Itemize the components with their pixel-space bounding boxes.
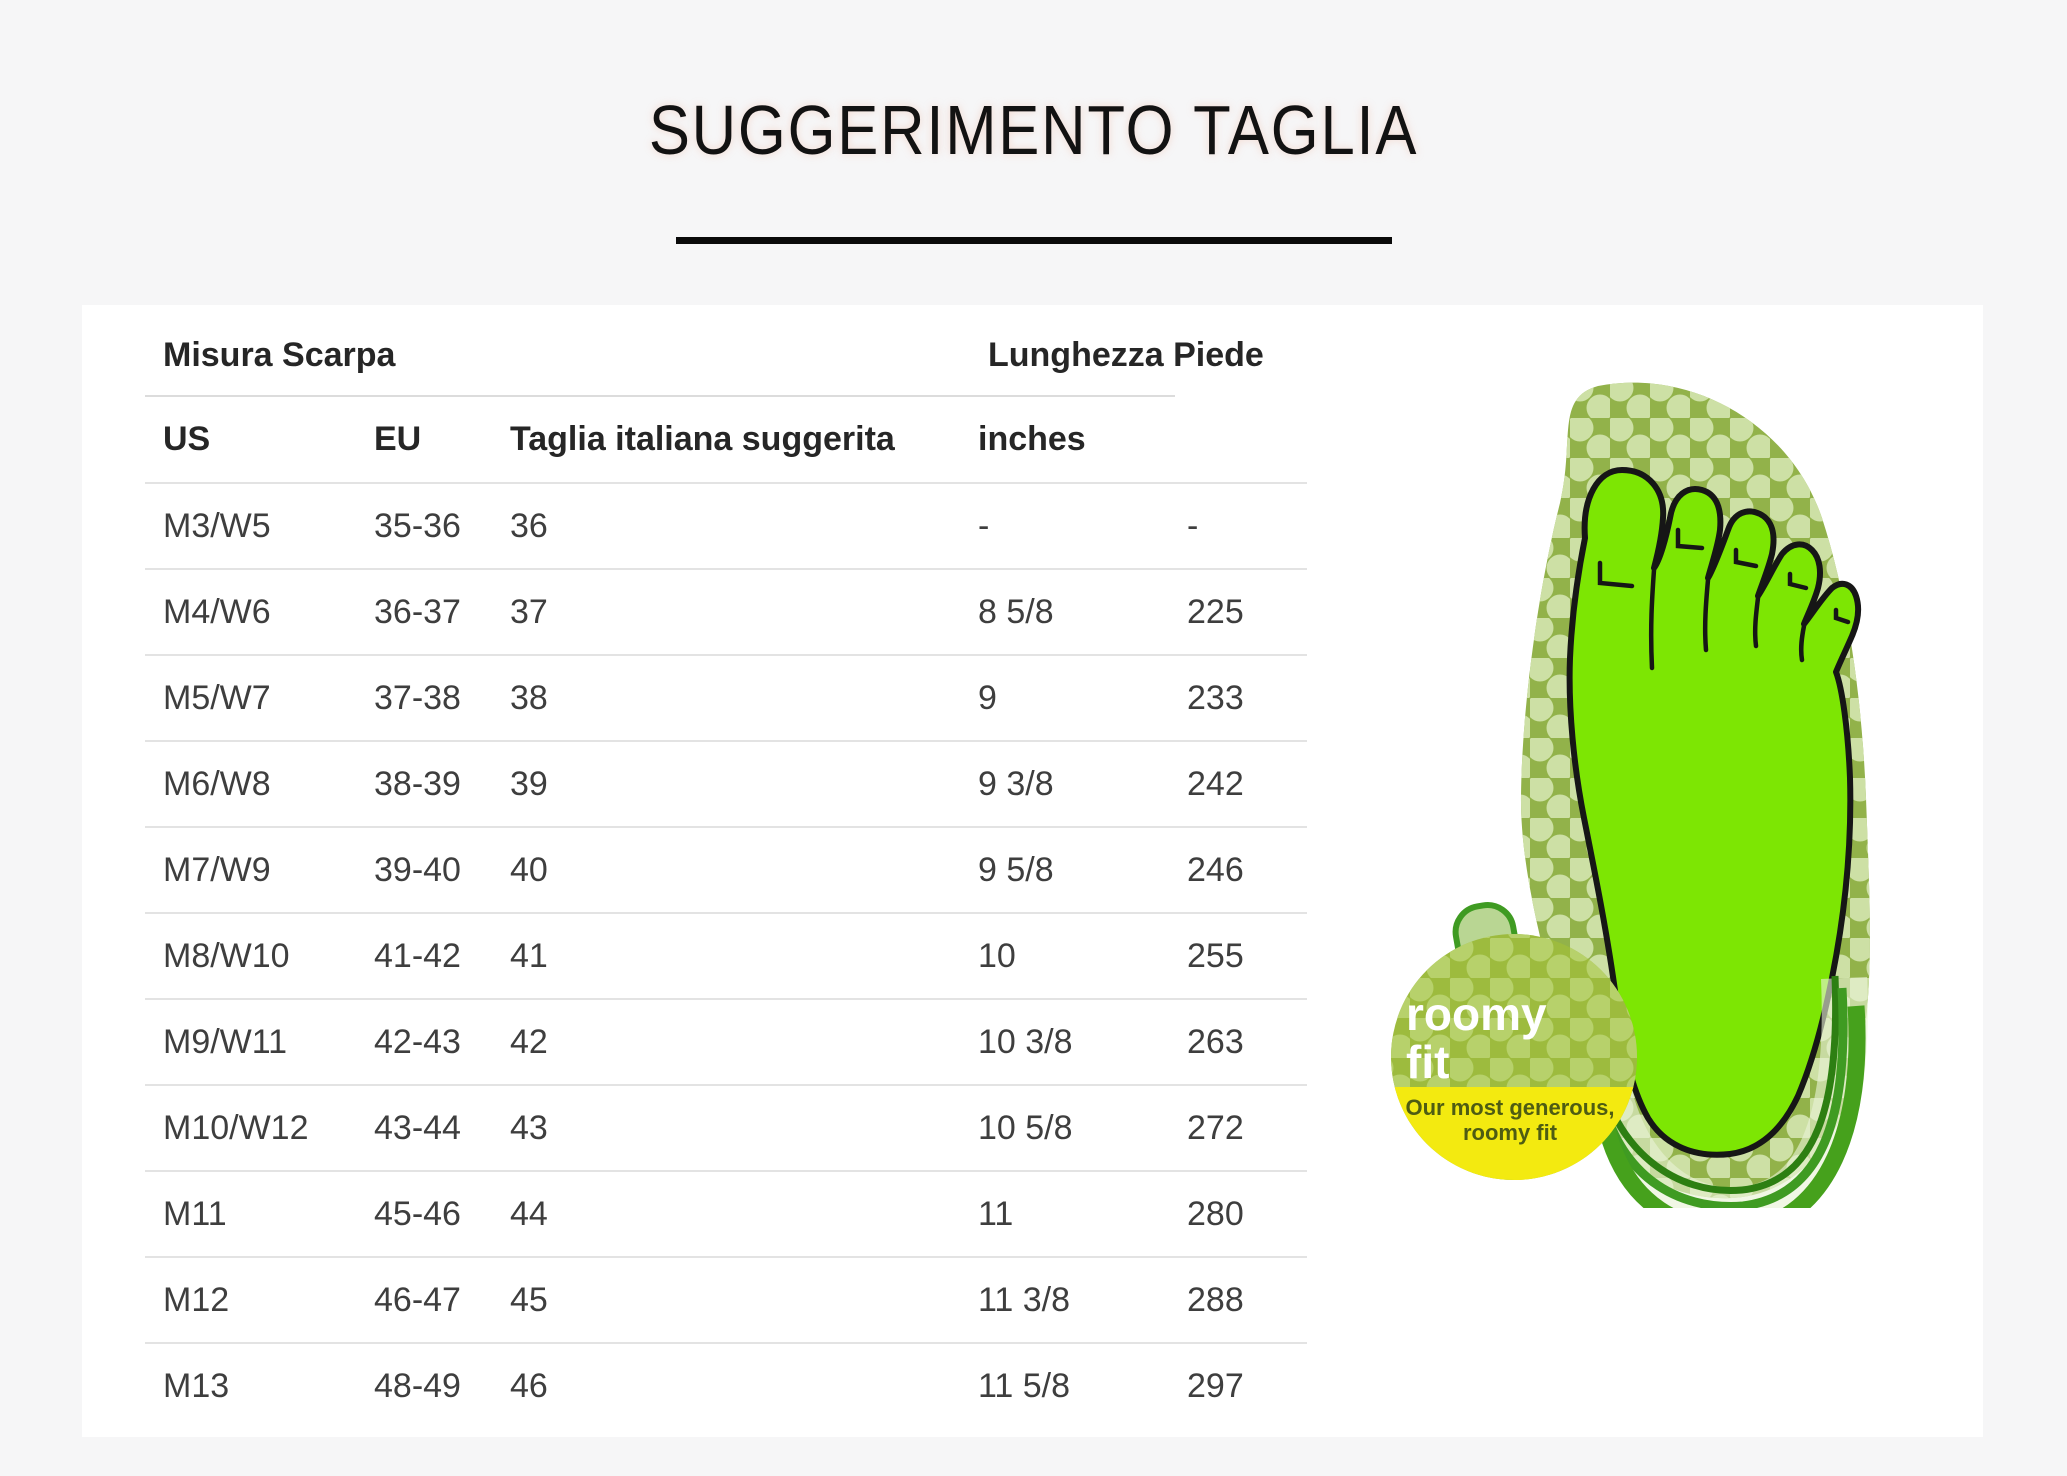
cell-italian-size: 38 — [510, 678, 548, 717]
cell-italian-size: 46 — [510, 1366, 548, 1405]
table-group-header-row: Misura Scarpa Lunghezza Piede — [145, 305, 1307, 395]
cell-us: M7/W9 — [163, 850, 271, 889]
cell-eu: 36-37 — [374, 592, 461, 631]
strap-edge-upper — [1594, 975, 1840, 1195]
cell-mm: 280 — [1187, 1194, 1244, 1233]
page-title: SUGGERIMENTO TAGLIA — [648, 91, 1419, 169]
cell-eu: 42-43 — [374, 1022, 461, 1061]
cell-mm: 255 — [1187, 936, 1244, 975]
table-row: M6/W8 38-39 39 9 3/8 242 — [145, 742, 1307, 828]
cell-us: M3/W5 — [163, 506, 271, 545]
column-header-inches: inches — [978, 420, 1086, 458]
title-underline — [676, 237, 1392, 244]
cell-eu: 41-42 — [374, 936, 461, 975]
group-header-shoe-size: Misura Scarpa — [163, 336, 396, 374]
cell-italian-size: 45 — [510, 1280, 548, 1319]
cell-mm: 288 — [1187, 1280, 1244, 1319]
cell-eu: 38-39 — [374, 764, 461, 803]
roomy-fit-illustration: roomy fit Our most generous, roomy fit — [1370, 378, 1990, 1208]
cell-italian-size: 41 — [510, 936, 548, 975]
cell-inches: 9 5/8 — [978, 850, 1054, 889]
strap-rim-bottom — [1597, 1005, 1866, 1208]
table-row: M11 45-46 44 11 280 — [145, 1172, 1307, 1258]
badge-title-line2: fit — [1406, 1036, 1449, 1088]
cell-inches: 11 — [978, 1194, 1014, 1233]
cell-mm: 233 — [1187, 678, 1244, 717]
cell-inches: 9 — [978, 678, 997, 717]
cell-mm: 272 — [1187, 1108, 1244, 1147]
cell-us: M12 — [163, 1280, 230, 1319]
size-chart-panel: Misura Scarpa Lunghezza Piede US EU Tagl… — [82, 305, 1983, 1437]
cell-italian-size: 42 — [510, 1022, 548, 1061]
cell-eu: 37-38 — [374, 678, 461, 717]
strap-edge-middle — [1595, 987, 1848, 1208]
cell-inches: 9 3/8 — [978, 764, 1054, 803]
cell-inches: 10 — [978, 936, 1016, 975]
cell-italian-size: 37 — [510, 592, 548, 631]
cell-inches: 10 3/8 — [978, 1022, 1073, 1061]
column-header-eu: EU — [374, 420, 422, 458]
cell-eu: 35-36 — [374, 506, 461, 545]
cell-italian-size: 36 — [510, 506, 548, 545]
cell-inches: 11 3/8 — [978, 1280, 1071, 1319]
cell-inches: 8 5/8 — [978, 592, 1054, 631]
group-header-divider — [145, 395, 1175, 397]
cell-mm: 225 — [1187, 592, 1244, 631]
group-header-foot-length: Lunghezza Piede — [988, 336, 1264, 374]
cell-mm: 242 — [1187, 764, 1244, 803]
cell-us: M13 — [163, 1366, 230, 1405]
table-row: M10/W12 43-44 43 10 5/8 272 — [145, 1086, 1307, 1172]
table-row: M13 48-49 46 11 5/8 297 — [145, 1344, 1307, 1428]
cell-italian-size: 44 — [510, 1194, 548, 1233]
badge-subtext-line1: Our most generous, — [1405, 1095, 1614, 1120]
table-row: M4/W6 36-37 37 8 5/8 225 — [145, 570, 1307, 656]
cell-mm: 263 — [1187, 1022, 1244, 1061]
table-row: M9/W11 42-43 42 10 3/8 263 — [145, 1000, 1307, 1086]
table-row: M3/W5 35-36 36 - - — [145, 484, 1307, 570]
cell-inches: 11 5/8 — [978, 1366, 1071, 1405]
table-body: M3/W5 35-36 36 - - M4/W6 36-37 37 8 5/8 225 M5/W7 3… — [145, 484, 1307, 1428]
cell-us: M6/W8 — [163, 764, 271, 803]
badge-subtext-line2: roomy fit — [1463, 1120, 1558, 1145]
column-header-us: US — [163, 420, 211, 458]
cell-us: M4/W6 — [163, 592, 271, 631]
badge-title-line1: roomy — [1406, 988, 1547, 1040]
cell-us: M11 — [163, 1194, 227, 1233]
roomy-fit-badge: roomy fit Our most generous, roomy fit — [1391, 934, 1637, 1181]
cell-inches: - — [978, 506, 990, 545]
cell-eu: 46-47 — [374, 1280, 461, 1319]
cell-eu: 45-46 — [374, 1194, 461, 1233]
table-column-header-row: US EU Taglia italiana suggerita inches — [145, 397, 1307, 484]
cell-eu: 39-40 — [374, 850, 461, 889]
cell-us: M8/W10 — [163, 936, 290, 975]
cell-mm: 297 — [1187, 1366, 1244, 1405]
foot-shape — [1566, 467, 1862, 1158]
table-row: M12 46-47 45 11 3/8 288 — [145, 1258, 1307, 1344]
cell-italian-size: 39 — [510, 764, 548, 803]
heel-strap — [1582, 975, 1868, 1208]
badge-yellow-segment — [1394, 1087, 1634, 1181]
table-row: M7/W9 39-40 40 9 5/8 246 — [145, 828, 1307, 914]
cell-us: M10/W12 — [163, 1108, 309, 1147]
cell-eu: 43-44 — [374, 1108, 461, 1147]
cell-mm: 246 — [1187, 850, 1244, 889]
cell-italian-size: 43 — [510, 1108, 548, 1147]
cell-us: M9/W11 — [163, 1022, 288, 1061]
cell-mm: - — [1187, 506, 1199, 545]
column-header-italian-size: Taglia italiana suggerita — [510, 420, 895, 458]
table-row: M5/W7 37-38 38 9 233 — [145, 656, 1307, 742]
cell-eu: 48-49 — [374, 1366, 461, 1405]
cell-italian-size: 40 — [510, 850, 548, 889]
size-table: Misura Scarpa Lunghezza Piede US EU Tagl… — [145, 305, 1307, 1428]
cell-us: M5/W7 — [163, 678, 271, 717]
cell-inches: 10 5/8 — [978, 1108, 1073, 1147]
table-row: M8/W10 41-42 41 10 255 — [145, 914, 1307, 1000]
foot-sandal-graphic: roomy fit Our most generous, roomy fit — [1391, 382, 1870, 1208]
toenail-lines — [1597, 527, 1851, 671]
